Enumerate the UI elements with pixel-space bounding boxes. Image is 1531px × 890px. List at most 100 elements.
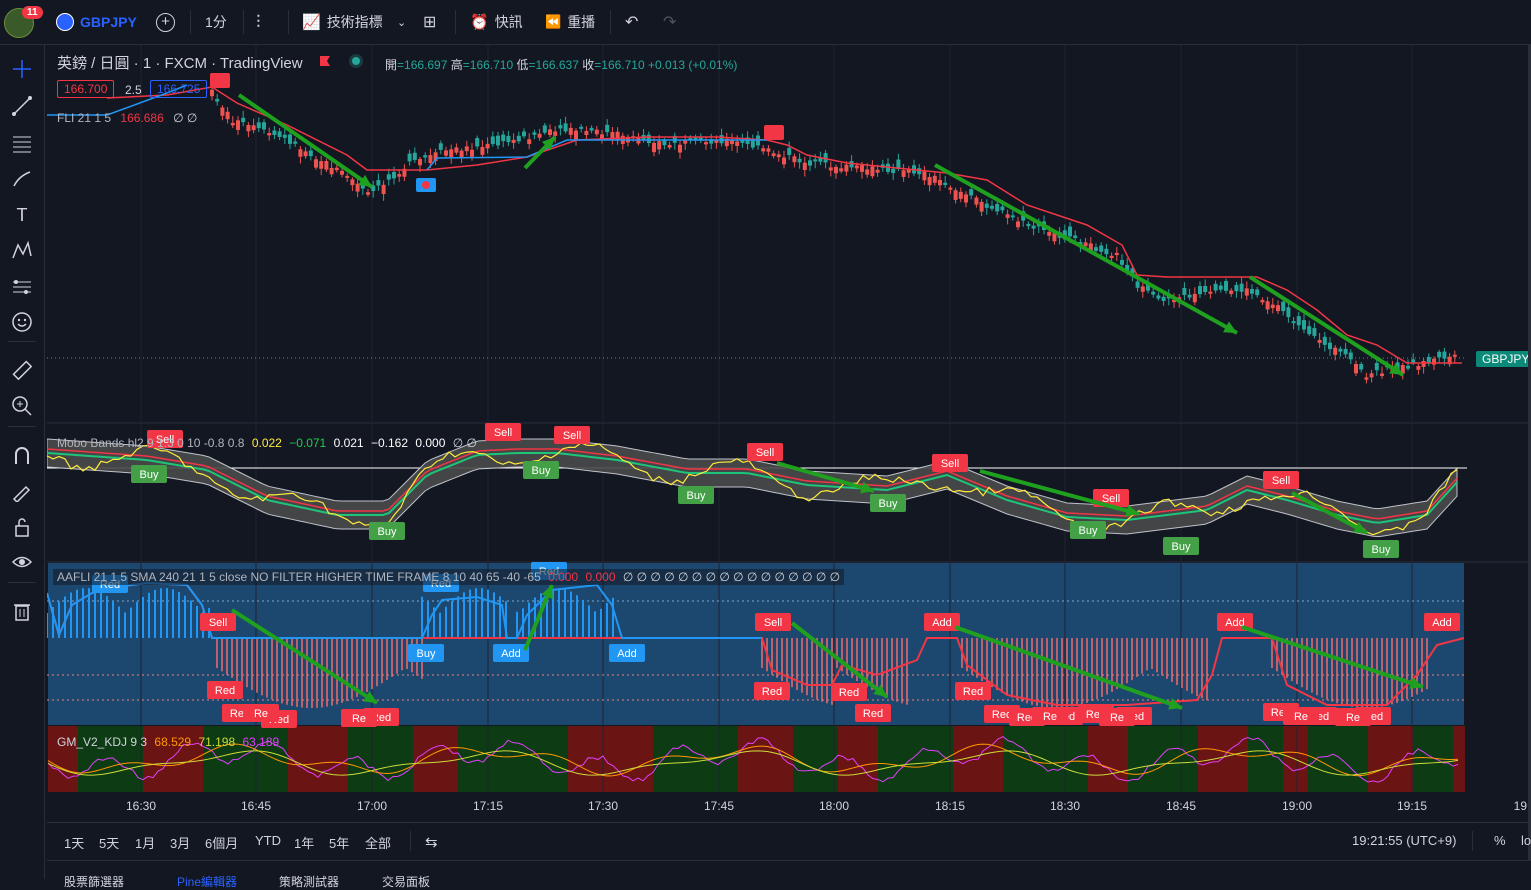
aafli-v2: 0.000: [585, 570, 616, 584]
high-value: =166.710: [462, 58, 514, 72]
mobo-buy-label-bg: [678, 486, 714, 504]
candle-body: [511, 139, 516, 143]
candle-body: [262, 122, 266, 130]
candle-body: [740, 139, 745, 143]
ruler-tool[interactable]: [6, 356, 38, 384]
trendline-tool[interactable]: [6, 92, 38, 120]
emoji-tool[interactable]: [6, 308, 38, 336]
forecast-tool[interactable]: [6, 273, 38, 301]
candle-body: [860, 165, 864, 172]
tab-strategy-tester[interactable]: 策略測試器: [279, 875, 340, 889]
tab-screener[interactable]: 股票篩選器: [64, 875, 125, 889]
eye-icon: [11, 556, 33, 568]
candle-body: [709, 139, 714, 144]
undo-icon: ↶: [625, 14, 639, 31]
range-3m[interactable]: 3月: [170, 836, 191, 851]
candle-body: [1208, 291, 1213, 294]
main-pane[interactable]: [47, 45, 1528, 422]
text-tool[interactable]: T: [6, 201, 38, 229]
candle-body: [1026, 223, 1031, 227]
aafli-add-label-bg: [924, 613, 960, 631]
range-1m[interactable]: 1月: [135, 836, 156, 851]
candle-body: [334, 167, 339, 171]
candles-icon: ⫶: [256, 11, 261, 32]
candle-body: [1255, 289, 1260, 296]
chart-canvas[interactable]: Buy Buy Buy Buy Buy Buy Buy Buy Sell Sell Sell Sell…: [47, 45, 1528, 822]
indicators-button[interactable]: 📈 技術指標: [302, 0, 383, 44]
candle-body: [938, 179, 942, 186]
goto-date-button[interactable]: ⇆: [425, 833, 438, 851]
aafli-red-label-bg: [855, 704, 891, 722]
tab-trading-panel[interactable]: 交易面板: [382, 875, 431, 889]
hide-tool[interactable]: [6, 548, 38, 576]
delete-tool[interactable]: [6, 597, 38, 625]
mobo-sell-label: Sell: [1272, 475, 1290, 487]
percent-toggle[interactable]: %: [1494, 833, 1506, 848]
clock-display[interactable]: 19:21:55 (UTC+9): [1352, 833, 1457, 848]
alert-button[interactable]: ⏰ 快訊: [470, 0, 523, 44]
range-1d[interactable]: 1天: [64, 836, 85, 851]
buy-price-button[interactable]: 166.725: [150, 80, 208, 98]
flag-icon[interactable]: [320, 56, 330, 66]
replay-button[interactable]: ⏪ 重播: [545, 0, 595, 44]
aafli-pane[interactable]: [48, 563, 1464, 725]
candle-body: [558, 125, 563, 129]
mobo-buy-label: Buy: [532, 465, 551, 477]
candle-body: [932, 175, 937, 183]
aafli-red-label-bg: [754, 682, 790, 700]
mobo-sell-label-bg: [932, 454, 968, 472]
undo-button[interactable]: ↶: [625, 0, 638, 44]
candle-body: [969, 189, 974, 196]
candle-body: [1224, 281, 1228, 291]
candle-body: [1354, 363, 1358, 374]
mobo-name: Mobo Bands hl2 9 1.3 0 10 -0.8 0.8: [57, 436, 245, 450]
indicators-label: 技術指標: [326, 14, 383, 30]
aafli-add-label: Add: [1432, 617, 1452, 629]
interval-button[interactable]: 1分: [205, 14, 227, 30]
tab-pine-editor[interactable]: Pine編輯器: [177, 875, 238, 889]
redo-button[interactable]: ↷: [663, 0, 676, 44]
chart-type-button[interactable]: ⫶: [256, 0, 261, 44]
symbol-search[interactable]: GBPJPY: [56, 0, 137, 44]
candle-body: [1296, 316, 1301, 326]
magnet-tool[interactable]: [6, 441, 38, 469]
time-axis-label: 16:45: [241, 799, 271, 813]
right-scrollbar[interactable]: [1528, 45, 1531, 879]
candle-body: [1265, 301, 1270, 310]
range-6m[interactable]: 6個月: [205, 836, 239, 851]
layout-button[interactable]: ⊞: [423, 0, 436, 44]
close-label: 收: [582, 58, 595, 72]
mobo-buy-label: Buy: [1372, 544, 1391, 556]
chart-area[interactable]: Buy Buy Buy Buy Buy Buy Buy Buy Sell Sell Sell Sell…: [47, 45, 1531, 857]
sell-price-button[interactable]: 166.700: [57, 80, 115, 98]
range-all[interactable]: 全部: [365, 836, 392, 851]
candle-body: [303, 151, 308, 157]
time-axis-label: 18:45: [1166, 799, 1196, 813]
time-axis-label: 16:30: [126, 799, 156, 813]
candle-body: [714, 139, 719, 143]
bottom-tabs: 股票篩選器 Pine編輯器 策略測試器 交易面板: [47, 860, 1531, 889]
aafli-red-label: Red: [963, 686, 983, 698]
brush-tool[interactable]: [6, 165, 38, 193]
range-bar: 1天 5天 1月 3月 6個月 YTD 1年 5年 全部 ⇆ 19:21:55 …: [47, 822, 1531, 859]
log-toggle[interactable]: log: [1521, 833, 1531, 848]
trend-arrowhead: [1168, 698, 1182, 710]
fib-tool[interactable]: [6, 129, 38, 157]
range-ytd[interactable]: YTD: [255, 833, 281, 848]
time-axis-label: 17:30: [588, 799, 618, 813]
zoom-tool[interactable]: [6, 392, 38, 420]
stay-drawing-tool[interactable]: [6, 477, 38, 505]
range-5d[interactable]: 5天: [99, 836, 120, 851]
pattern-tool[interactable]: [6, 237, 38, 265]
compare-button[interactable]: +: [156, 0, 175, 44]
candle-body: [454, 147, 459, 153]
range-1y[interactable]: 1年: [294, 836, 315, 851]
lock-tool[interactable]: [6, 513, 38, 541]
candle-body: [568, 127, 573, 135]
trend-arrowhead: [358, 174, 372, 187]
range-5y[interactable]: 5年: [329, 836, 350, 851]
candle-body: [688, 138, 693, 141]
candle-body: [974, 197, 979, 205]
indicators-dropdown[interactable]: ⌄: [397, 0, 406, 44]
crosshair-tool[interactable]: [6, 55, 38, 83]
